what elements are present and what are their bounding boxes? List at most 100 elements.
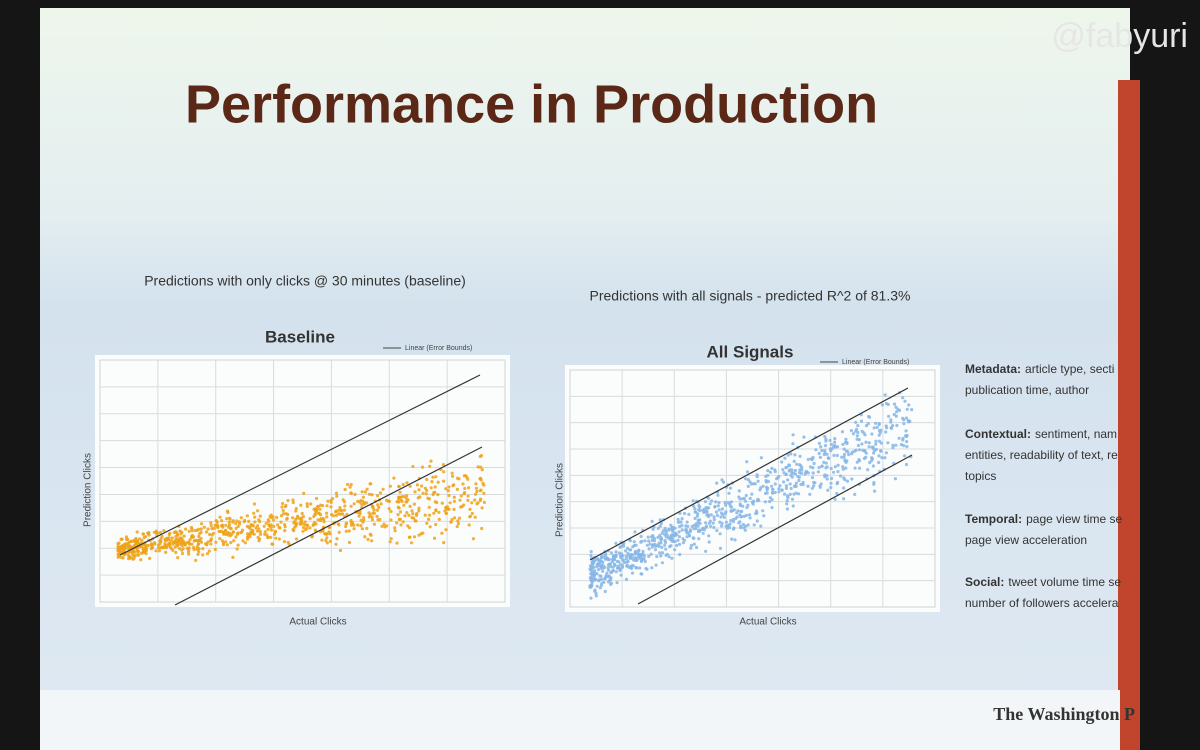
scatter-dot: [305, 502, 309, 506]
scatter-dot: [452, 507, 456, 511]
scatter-dot: [229, 541, 233, 545]
scatter-dot: [321, 516, 325, 521]
scatter-cloud: [116, 454, 486, 563]
scatter-dot: [225, 509, 230, 513]
scatter-dot: [790, 475, 794, 479]
scatter-dot: [631, 553, 635, 557]
scatter-dot: [149, 543, 153, 547]
scatter-dot: [820, 464, 824, 468]
scatter-dot: [398, 510, 403, 514]
scatter-dot: [447, 493, 451, 498]
scatter-dot: [358, 511, 362, 516]
scatter-dot: [647, 539, 651, 543]
scatter-dot: [887, 414, 891, 418]
scatter-dot: [853, 466, 857, 470]
scatter-dot: [708, 502, 712, 506]
scatter-dot: [467, 523, 471, 527]
scatter-dot: [677, 530, 681, 534]
scatter-dot: [770, 498, 774, 502]
scatter-dot: [715, 513, 720, 518]
scatter-dot: [167, 543, 171, 548]
scatter-dot: [398, 490, 402, 494]
scatter-dot: [806, 457, 810, 462]
scatter-dot: [800, 465, 804, 470]
scatter-dot: [718, 520, 722, 524]
scatter-dot: [785, 502, 789, 506]
scatter-dot: [845, 440, 849, 445]
scatter-dot: [599, 555, 604, 560]
scatter-dot: [175, 540, 179, 545]
scatter-dot: [367, 492, 372, 496]
scatter-dot: [720, 507, 725, 511]
scatter-dot: [673, 539, 677, 544]
scatter-dot: [874, 439, 878, 443]
scatter-dot: [702, 510, 706, 514]
scatter-dot: [159, 536, 163, 541]
scatter-dot: [482, 483, 486, 487]
scatter-dot: [325, 532, 329, 536]
scatter-dot: [874, 421, 878, 425]
scatter-dot: [370, 539, 374, 543]
scatter-dot: [628, 554, 632, 559]
scatter-dot: [420, 465, 425, 469]
scatter-dot: [231, 555, 235, 560]
scatter-dot: [758, 488, 762, 492]
scatter-dot: [444, 511, 448, 515]
scatter-dot: [389, 537, 393, 541]
scatter-dot: [375, 508, 379, 512]
scatter-dot: [225, 517, 229, 521]
scatter-dot: [904, 416, 909, 420]
scatter-dot: [668, 535, 672, 539]
scatter-dot: [874, 447, 878, 452]
scatter-dot: [430, 480, 434, 484]
scatter-dot: [834, 445, 838, 449]
scatter-dot: [847, 452, 851, 457]
scatter-dot: [684, 528, 688, 532]
scatter-dot: [866, 422, 870, 426]
scatter-dot: [773, 482, 777, 486]
scatter-dot: [135, 530, 139, 534]
error-bound: [589, 387, 909, 561]
scatter-dot: [342, 508, 347, 512]
scatter-dot: [889, 426, 894, 430]
scatter-dot: [891, 424, 895, 428]
scatter-dot: [601, 560, 605, 565]
scatter-dot: [387, 499, 391, 503]
scatter-dot: [212, 526, 216, 531]
scatter-dot: [618, 545, 622, 549]
scatter-dot: [397, 496, 401, 501]
scatter-dot: [461, 482, 465, 486]
scatter-dot: [164, 550, 168, 555]
scatter-dot: [594, 594, 598, 598]
scatter-dot: [715, 528, 719, 533]
scatter-dot: [693, 507, 697, 511]
scatter-dot: [709, 513, 713, 517]
scatter-dot: [804, 470, 808, 475]
scatter-dot: [717, 508, 721, 512]
scatter-dot: [434, 475, 438, 479]
scatter-dot: [442, 479, 446, 483]
scatter-dot: [799, 482, 803, 487]
scatter-dot: [719, 515, 723, 519]
scatter-dot: [841, 465, 845, 469]
scatter-dot: [435, 500, 439, 505]
scatter-dot: [316, 504, 320, 508]
scatter-dot: [334, 542, 338, 546]
scatter-dot: [335, 537, 339, 541]
scatter-dot: [444, 487, 448, 491]
scatter-dot: [234, 521, 238, 526]
scatter-dot: [328, 539, 332, 544]
scatter-dot: [245, 514, 249, 518]
scatter-dot: [313, 513, 317, 517]
scatter-dot: [476, 501, 480, 505]
scatter-dot: [897, 408, 902, 412]
scatter-dot: [855, 434, 860, 438]
scatter-dot: [754, 509, 759, 513]
scatter-dot: [790, 497, 795, 501]
scatter-dot: [428, 525, 432, 529]
watermark: @fabyuri: [1051, 17, 1188, 55]
scatter-dot: [192, 539, 196, 543]
scatter-dot: [196, 542, 200, 546]
scatter-dot: [188, 538, 192, 542]
scatter-dot: [375, 494, 380, 498]
